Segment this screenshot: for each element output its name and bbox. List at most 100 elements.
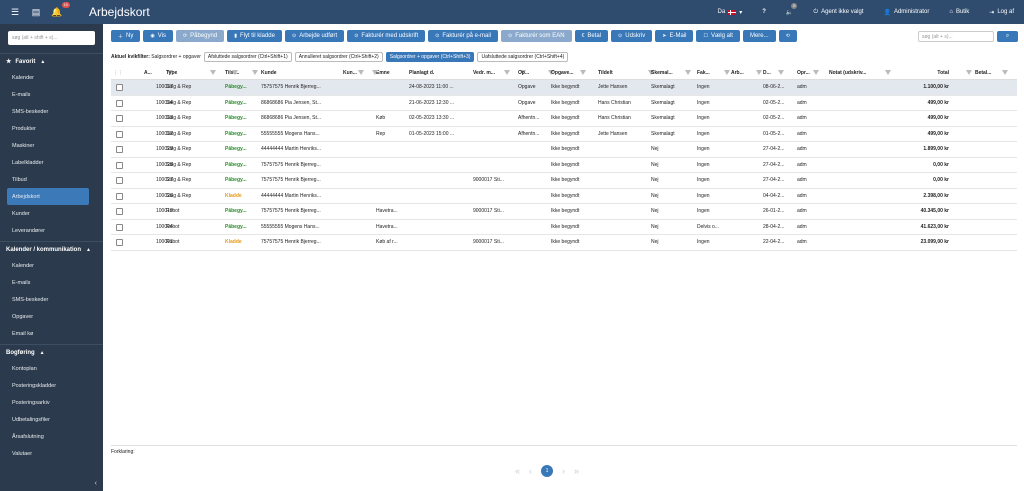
column-header[interactable]: Fak... [697,69,710,76]
filter-icon[interactable] [232,70,238,75]
table-row[interactable]: 100029 Salg & Rep Påbegy... 44444444 Martin… [111,142,1017,158]
logout-button[interactable]: ⇥ Log af [989,9,1014,16]
menu-icon[interactable]: ☰ [10,6,20,17]
more-button[interactable]: Mere... [742,30,776,42]
table-row[interactable]: 100028 Salg & Rep Påbegy... 75757575 Henrik… [111,158,1017,173]
row-checkbox[interactable] [116,99,123,107]
filter-icon[interactable] [504,70,510,75]
help-button[interactable]: ? [762,9,766,15]
column-header[interactable]: Vedr. m... [473,69,495,76]
filter-icon[interactable] [1002,70,1008,75]
sidebar-item[interactable]: Kalender [12,262,35,269]
row-checkbox[interactable] [116,177,123,184]
search-button[interactable]: ⌕ [997,31,1018,42]
table-row[interactable]: 100032 Salg & Rep Påbegy... 55555555 Mogens… [111,127,1017,142]
next-page-icon[interactable]: › [562,466,566,476]
pay-button[interactable]: € Betal [574,30,609,42]
column-header[interactable]: Planlagt d. [409,69,435,76]
refresh-button[interactable]: ⟲ [778,30,797,42]
row-checkbox[interactable] [116,146,123,153]
sidebar-section-title[interactable]: ★ Favorit ▲ [0,53,103,69]
row-checkbox[interactable] [116,208,123,215]
column-header[interactable]: Skemal... [651,69,673,76]
list-icon[interactable]: ▤ [31,6,41,17]
sidebar-item[interactable]: Labelkladder [12,159,44,166]
sidebar-item[interactable]: Email kø [12,330,34,337]
filter-icon[interactable] [167,70,173,75]
agent-button[interactable]: ⏻ Agent ikke valgt [813,9,863,16]
sidebar-item[interactable]: Opgaver [12,313,34,320]
sidebar-item[interactable]: Udbetalingsfiler [12,416,50,423]
sidebar-item[interactable]: Tilbud [12,176,27,183]
column-header[interactable]: Opr... [797,69,810,76]
table-row[interactable]: 100004 Robot Påbegy... 55555555 Mogens Hans… [111,220,1017,235]
bell-icon[interactable]: 🔔 10 [51,2,70,17]
sound-button[interactable]: 🔈 0 [786,2,798,16]
collapse-sidebar-icon[interactable]: ‹ [94,480,97,487]
sidebar-item[interactable]: Arbejdskort [7,188,89,205]
sidebar-item[interactable]: Valutaer [12,450,33,457]
sidebar-item[interactable]: SMS-beskeder [12,296,49,303]
table-row[interactable]: 100034 Salg & Rep Påbegy... 86868686 Pia Je… [111,96,1017,111]
column-header[interactable]: Betal... [975,69,992,76]
column-chooser-icon[interactable]: ⋮⋮ [113,69,123,76]
row-checkbox[interactable] [116,84,123,91]
column-header[interactable]: Emne [376,69,390,76]
column-header[interactable]: Op... [518,69,530,76]
column-header[interactable]: Notat (udskriv... [829,69,867,76]
table-row[interactable]: 100026 Salg & Rep Kladde 44444444 Martin He… [111,189,1017,204]
sidebar-item[interactable]: Maskiner [12,142,35,149]
invoice-email-button[interactable]: ⊙ Fakturér på e-mail [428,30,498,42]
column-header[interactable]: A... [144,69,152,76]
row-checkbox[interactable] [116,192,123,200]
select-all-button[interactable]: ☐ Vælg alt [696,30,740,42]
row-checkbox[interactable] [116,223,123,231]
print-button[interactable]: ⊙ Udskriv [611,30,653,42]
table-row[interactable]: 100027 Salg & Rep Påbegy... 75757575 Henrik… [111,173,1017,189]
sidebar-item[interactable]: Leverandører [12,227,46,234]
invoice-print-button[interactable]: ⊙ Fakturér med udskrift [347,30,426,42]
quickfilter-chip-completed[interactable]: Afsluttede salgsordrer (Ctrl+Shift+1) [203,52,292,62]
row-checkbox[interactable] [116,239,123,246]
sidebar-item[interactable]: Produkter [12,125,36,132]
sidebar-item[interactable]: Posteringskladder [12,382,57,389]
filter-icon[interactable] [210,70,216,75]
filter-icon[interactable] [756,70,762,75]
filter-icon[interactable] [685,70,691,75]
sidebar-item[interactable]: Kunder [12,210,30,217]
column-header[interactable]: Tildelt [598,69,613,76]
sidebar-item[interactable]: Posteringsarkiv [12,399,50,406]
table-row[interactable]: 100019 Robot Påbegy... 75757575 Henrik Bjer… [111,204,1017,220]
filter-icon[interactable] [813,70,819,75]
table-row[interactable]: 100033 Salg & Rep Påbegy... 86868686 Pia Je… [111,111,1017,127]
filter-icon[interactable] [580,70,586,75]
filter-icon[interactable] [520,70,526,75]
sidebar-item[interactable]: Årsafslutning [12,433,44,440]
column-header[interactable]: Total [937,69,949,76]
filter-icon[interactable] [358,70,364,75]
filter-icon[interactable] [372,70,378,75]
row-checkbox[interactable] [116,115,123,122]
column-header[interactable]: Arb... [731,69,744,76]
email-button[interactable]: ➤ E-Mail [655,30,694,42]
filter-icon[interactable] [648,70,654,75]
sidebar-item[interactable]: Kalender [12,74,35,81]
new-button[interactable]: ＋ Ny [111,30,141,42]
current-page[interactable]: 1 [541,465,554,477]
table-row[interactable]: 100001 Robot Kladde 75757575 Henrik Bjerreg… [111,235,1017,251]
column-header[interactable]: Opgave... [551,69,574,76]
work-done-button[interactable]: ⊙ Arbejde udført [284,30,345,42]
quickfilter-chip-cancelled[interactable]: Annulleret salgsordrer (Ctrl+Shift+2) [294,52,383,62]
first-page-icon[interactable]: « [515,466,521,476]
column-header[interactable]: Type [166,69,178,76]
sidebar-item[interactable]: Kontoplan [12,365,37,372]
table-row[interactable]: 100037 Salg & Rep Påbegy... 75757575 Henrik… [111,80,1017,96]
row-checkbox[interactable] [116,130,123,138]
filter-icon[interactable] [885,70,891,75]
view-button[interactable]: ◉ Vis [143,30,173,42]
invoice-ean-button[interactable]: ⊙ Fakturér som EAN [501,30,572,42]
quickfilter-chip-open[interactable]: Uafsluttede salgsordrer (Ctrl+Shift+4) [477,52,569,62]
language-select[interactable]: Da ▾ [718,9,743,16]
user-button[interactable]: 👤 Administrator [883,9,929,16]
column-header[interactable]: Kun... [343,69,357,76]
